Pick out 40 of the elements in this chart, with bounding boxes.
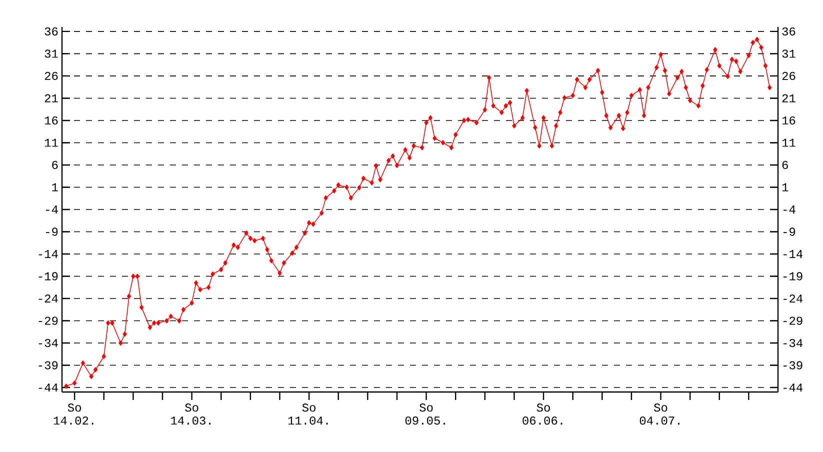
y-tick-label: -24	[783, 294, 803, 303]
y2-tick-label: -4	[46, 206, 58, 214]
y2-tick-label: 36	[44, 27, 58, 36]
y-tick-label: -4	[783, 206, 796, 214]
y-tick-label: -44	[783, 384, 803, 392]
x-tick-label: So 09.05.	[405, 404, 445, 425]
y-tick-label: -29	[783, 316, 802, 325]
y-tick-label: 31	[782, 50, 796, 58]
x-tick-label: So 14.02.	[54, 404, 94, 425]
y-tick-label: 11	[782, 138, 796, 147]
y2-tick-label: -34	[38, 338, 58, 348]
x-tick-label: So 04.07.	[640, 404, 680, 425]
y-tick-label: -9	[783, 228, 796, 236]
y-tick-label: 26	[782, 72, 796, 80]
x-tick-label: So 14.03.	[171, 404, 210, 425]
y2-tick-label: 11	[44, 138, 58, 147]
y2-tick-label: -14	[38, 250, 58, 258]
y2-tick-label: -29	[38, 316, 58, 325]
y2-tick-label: -39	[38, 361, 58, 370]
y2-tick-label: 6	[52, 160, 58, 170]
y-tick-label: -39	[783, 361, 802, 370]
y2-tick-label: -44	[38, 384, 58, 392]
x-tick-label: So 06.06.	[522, 404, 562, 425]
y-tick-label: -14	[783, 250, 803, 258]
y2-tick-label: 1	[52, 183, 58, 192]
y-tick-label: -19	[783, 272, 802, 280]
x-tick-label: So 11.04.	[288, 404, 328, 425]
y2-tick-label: 26	[44, 72, 58, 80]
y-tick-label: -34	[783, 338, 803, 348]
y2-tick-label: -24	[38, 294, 58, 303]
y-tick-label: 16	[782, 116, 796, 125]
y-tick-label: 6	[782, 160, 788, 170]
y-tick-label: 36	[782, 27, 796, 36]
y2-tick-label: 21	[44, 94, 58, 102]
y-tick-label: 21	[782, 94, 796, 102]
y2-tick-label: 16	[44, 116, 58, 125]
y-tick-label: 1	[782, 183, 788, 192]
y2-tick-label: -9	[46, 228, 58, 236]
y2-tick-label: 31	[44, 50, 58, 58]
y2-tick-label: -19	[38, 272, 58, 280]
